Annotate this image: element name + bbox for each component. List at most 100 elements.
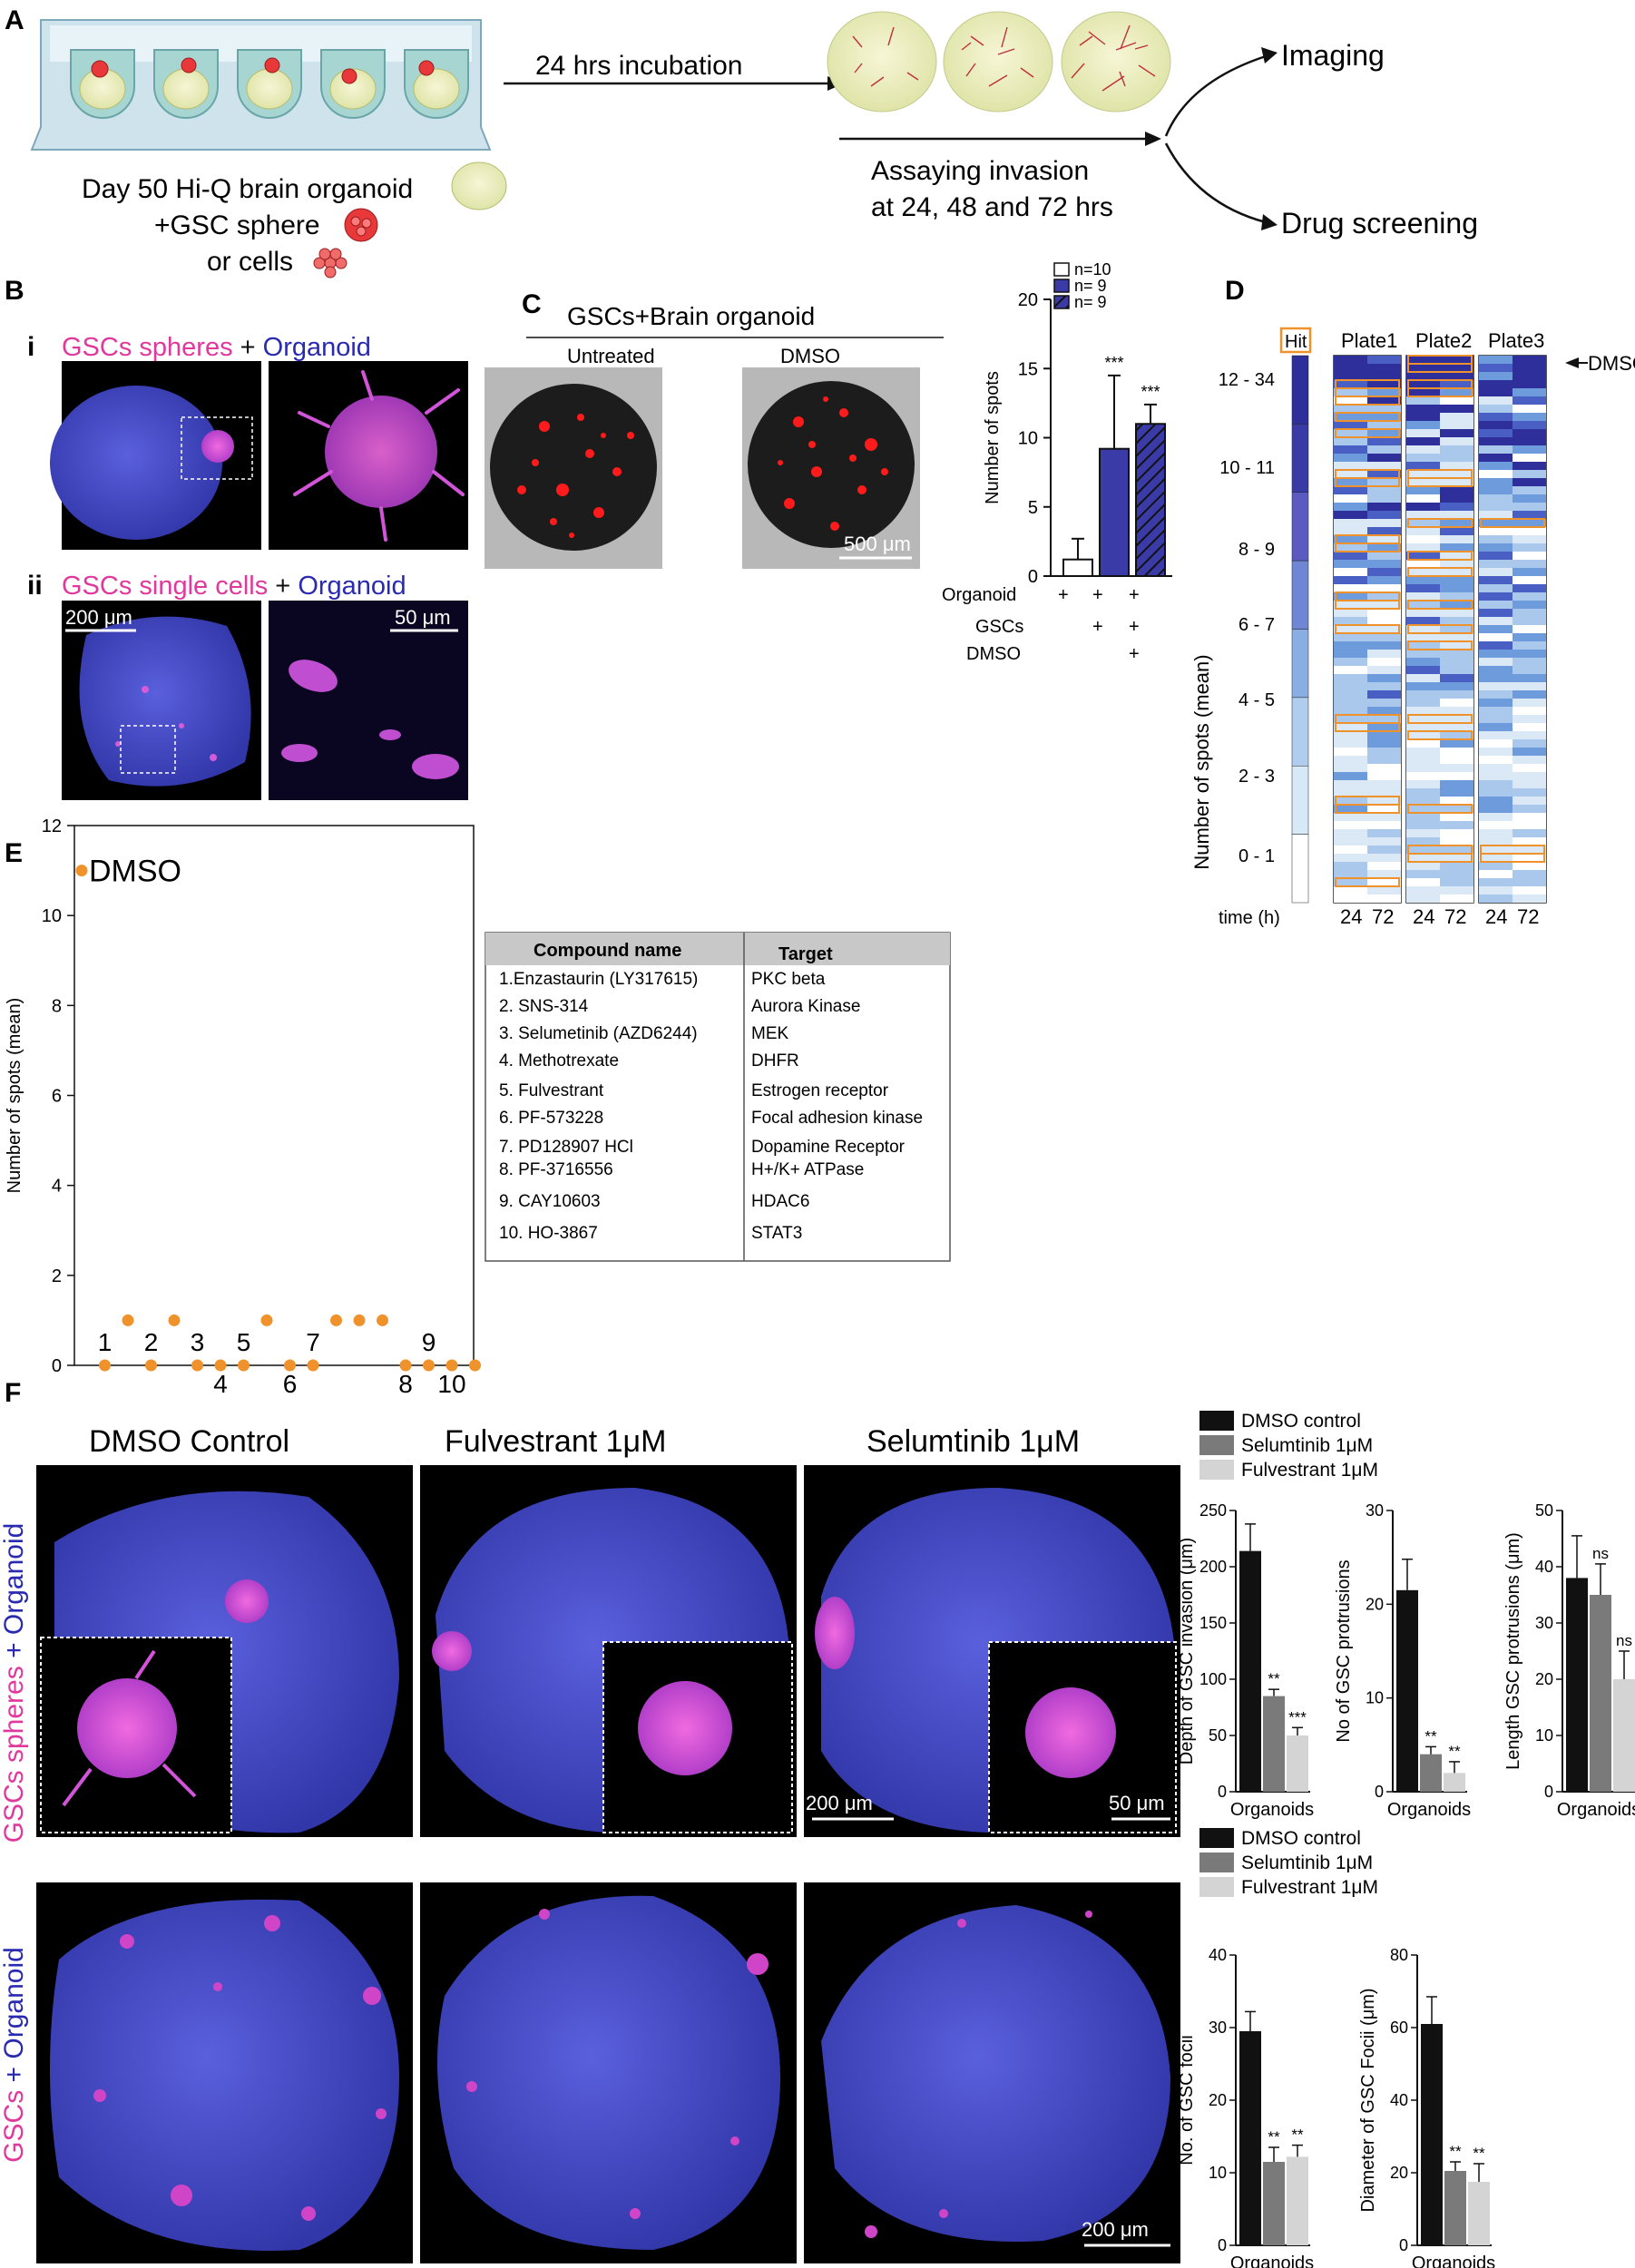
y-tick-label: 150: [1199, 1614, 1227, 1632]
heatmap-cell: [1479, 625, 1513, 633]
point-label: 8: [398, 1370, 413, 1398]
heatmap-cell: [1479, 886, 1513, 894]
hit-outline: [1407, 551, 1473, 561]
compound-name: 8. PF-3716556: [499, 1160, 613, 1179]
heatmap-cell: [1406, 592, 1440, 601]
row-label-spheres: GSCs spheres + Organoid: [0, 1523, 29, 1843]
heatmap-cell: [1479, 731, 1513, 739]
heatmap-cell: [1367, 715, 1401, 723]
heatmap-cell: [1334, 813, 1367, 821]
legend-swatch: [1199, 1411, 1234, 1431]
y-tick-label: 10: [1018, 429, 1038, 449]
heatmap-cell: [1513, 682, 1546, 690]
heatmap-cell: [1334, 805, 1367, 813]
heatmap-cell: [1334, 478, 1367, 486]
bin-label: 0 - 1: [1238, 846, 1275, 866]
data-point: [445, 1359, 458, 1372]
heatmap-cell: [1367, 764, 1401, 772]
heatmap-cell: [1406, 486, 1440, 494]
time-label: time (h): [1219, 908, 1280, 928]
heatmap-cell: [1479, 552, 1513, 560]
hit-gradient-cell: [1291, 560, 1309, 630]
heatmap-cell: [1440, 592, 1473, 601]
hit-gradient-cell: [1291, 697, 1309, 767]
compound-name: 1.Enzastaurin (LY317615): [499, 970, 698, 989]
heatmap-cell: [1513, 731, 1546, 739]
heatmap-cell: [1440, 829, 1473, 837]
panel-label-e: E: [5, 838, 23, 868]
hit-outline: [1407, 387, 1473, 397]
y-tick-label: 20: [1209, 2091, 1227, 2109]
heatmap-cell: [1367, 666, 1401, 674]
heatmap-cell: [1367, 658, 1401, 666]
heatmap-cell: [1440, 748, 1473, 756]
bar: [1239, 1550, 1261, 1792]
heatmap-cell: [1513, 829, 1546, 837]
legend-entry: DMSO control: [1241, 1411, 1361, 1432]
plate2-label: Plate2: [1415, 329, 1472, 352]
heatmap-cell: [1479, 829, 1513, 837]
heatmap-cell: [1513, 617, 1546, 625]
tick-72: 72: [1372, 905, 1394, 928]
heatmap-cell: [1367, 748, 1401, 756]
heatmap-cell: [1406, 862, 1440, 870]
point-label: 3: [191, 1328, 205, 1356]
heatmap-cell: [1367, 829, 1401, 837]
heatmap-cell: [1367, 552, 1401, 560]
heatmap-cell: [1406, 870, 1440, 878]
heatmap-cell: [1367, 609, 1401, 617]
heatmap-cell: [1479, 413, 1513, 421]
heatmap-cell: [1440, 560, 1473, 568]
heatmap-cell: [1479, 854, 1513, 862]
data-point: [353, 1314, 366, 1326]
heatmap-cell: [1334, 609, 1367, 617]
micrograph-row2-dmso: [36, 1882, 413, 2263]
point-label: 7: [306, 1328, 320, 1356]
compound-target: Estrogen receptor: [751, 1081, 889, 1100]
heatmap-cell: [1440, 576, 1473, 584]
plot-frame: [73, 825, 475, 1366]
heatmap-cell: [1440, 380, 1473, 388]
heatmap-cell: [1367, 535, 1401, 543]
bin-label: 2 - 3: [1238, 767, 1275, 787]
heatmap-cell: [1406, 470, 1440, 478]
heatmap-cell: [1513, 862, 1546, 870]
heatmap-cell: [1479, 617, 1513, 625]
heatmap-cell: [1406, 690, 1440, 699]
heatmap-cell: [1479, 699, 1513, 707]
row-label-organoid: Organoid: [942, 585, 1016, 605]
y-tick-label: 0: [1218, 1783, 1227, 1801]
heatmap-cell: [1367, 576, 1401, 584]
heatmap-cell: [1406, 478, 1440, 486]
heatmap-cell: [1367, 894, 1401, 903]
hit-box: [1279, 327, 1312, 354]
heatmap-cell: [1513, 699, 1546, 707]
heatmap-cell: [1479, 723, 1513, 731]
y-tick-label: 0: [52, 1356, 62, 1376]
heatmap-cell: [1479, 797, 1513, 805]
heatmap-cell: [1367, 364, 1401, 372]
heatmap-cell: [1367, 388, 1401, 396]
table-header-target: Target: [778, 944, 833, 964]
y-tick-label: 10: [1209, 2164, 1227, 2182]
y-axis-label: Number of spots: [983, 371, 1003, 504]
legend-swatch: [1053, 262, 1070, 277]
heatmap-cell: [1440, 764, 1473, 772]
hit-outline: [1407, 714, 1473, 724]
significance-label: ***: [1141, 383, 1160, 401]
heatmap-cell: [1479, 870, 1513, 878]
heatmap-cell: [1513, 437, 1546, 445]
heatmap-cell: [1334, 756, 1367, 764]
heatmap-cell: [1513, 511, 1546, 519]
heatmap-cell: [1479, 707, 1513, 715]
heatmap-cell: [1513, 666, 1546, 674]
panel-label-b: B: [5, 276, 24, 306]
heatmap-cell: [1406, 429, 1440, 437]
heatmap-cell: [1479, 511, 1513, 519]
cond-plus: +: [1129, 617, 1140, 637]
significance-label: ***: [1288, 1708, 1307, 1725]
heatmap-cell: [1440, 356, 1473, 364]
heatmap-cell: [1406, 813, 1440, 821]
panel-d-ylabel: Number of spots (mean): [1190, 654, 1213, 869]
heatmap-cell: [1367, 862, 1401, 870]
